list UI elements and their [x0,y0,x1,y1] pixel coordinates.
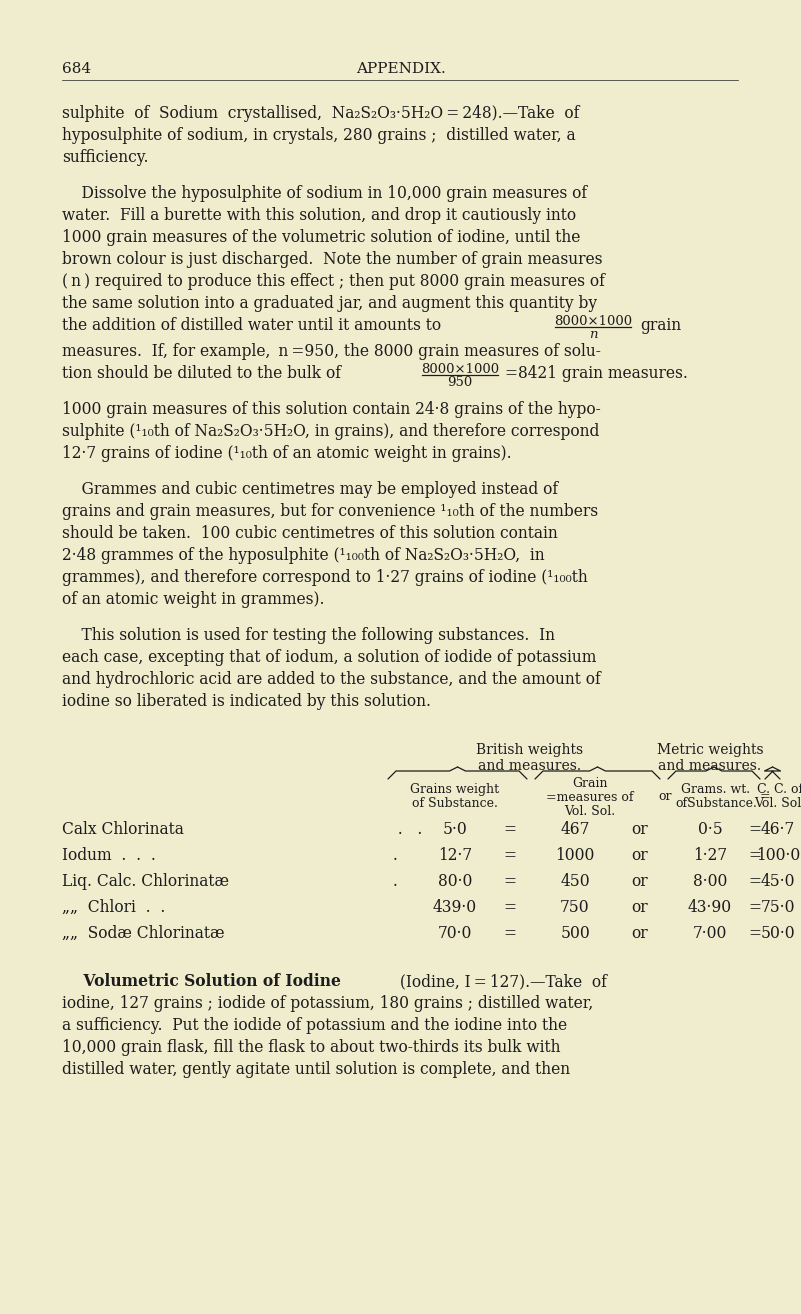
Text: 467: 467 [561,821,590,838]
Text: Vol. Sol.: Vol. Sol. [565,805,615,819]
Text: Calx Chlorinata: Calx Chlorinata [62,821,184,838]
Text: or: or [632,872,648,890]
Text: the addition of distilled water until it amounts to: the addition of distilled water until it… [62,317,441,334]
Text: and hydrochloric acid are added to the substance, and the amount of: and hydrochloric acid are added to the s… [62,671,601,689]
Text: measures.  If, for example,  n =950, the 8000 grain measures of solu-: measures. If, for example, n =950, the 8… [62,343,601,360]
Text: 1000 grain measures of this solution contain 24·8 grains of the hypo-: 1000 grain measures of this solution con… [62,401,601,418]
Text: should be taken.  100 cubic centimetres of this solution contain: should be taken. 100 cubic centimetres o… [62,526,557,541]
Text: each case, excepting that of iodum, a solution of iodide of potassium: each case, excepting that of iodum, a so… [62,649,597,666]
Text: 80·0: 80·0 [438,872,472,890]
Text: British weights: British weights [477,742,584,757]
Text: ofSubstance.: ofSubstance. [675,798,757,809]
Text: Dissolve the hyposulphite of sodium in 10,000 grain measures of: Dissolve the hyposulphite of sodium in 1… [62,185,587,202]
Text: sulphite  of  Sodium  crystallised,  Na₂S₂O₃·5H₂O = 248).—Take  of: sulphite of Sodium crystallised, Na₂S₂O₃… [62,105,579,122]
Text: grammes), and therefore correspond to 1·27 grains of iodine (¹₁₀₀th: grammes), and therefore correspond to 1·… [62,569,588,586]
Text: and measures.: and measures. [478,759,582,773]
Text: 950: 950 [448,376,473,389]
Text: This solution is used for testing the following substances.  In: This solution is used for testing the fo… [62,627,555,644]
Text: 439·0: 439·0 [433,899,477,916]
Text: sulphite (¹₁₀th of Na₂S₂O₃·5H₂O, in grains), and therefore correspond: sulphite (¹₁₀th of Na₂S₂O₃·5H₂O, in grai… [62,423,599,440]
Text: Volumetric Solution of Iodine: Volumetric Solution of Iodine [62,972,341,989]
Text: of Substance.: of Substance. [412,798,498,809]
Text: or: or [632,848,648,865]
Text: a suﬃciency.  Put the iodide of potassium and the iodine into the: a suﬃciency. Put the iodide of potassium… [62,1017,567,1034]
Text: 8000×1000: 8000×1000 [554,315,632,328]
Text: distilled water, gently agitate until solution is complete, and then: distilled water, gently agitate until so… [62,1060,570,1077]
Text: the same solution into a graduated jar, and augment this quantity by: the same solution into a graduated jar, … [62,296,597,311]
Text: Metric weights: Metric weights [657,742,763,757]
Text: hyposulphite of sodium, in crystals, 280 grains ;  distilled water, a: hyposulphite of sodium, in crystals, 280… [62,127,576,145]
Text: Liq. Calc. Chlorinatæ: Liq. Calc. Chlorinatæ [62,872,229,890]
Text: =: = [748,821,762,838]
Text: or: or [632,899,648,916]
Text: 8000×1000: 8000×1000 [421,363,499,376]
Text: 10,000 grain ﬂask, ﬁll the ﬂask to about two-thirds its bulk with: 10,000 grain ﬂask, ﬁll the ﬂask to about… [62,1039,561,1056]
Text: n: n [589,328,598,342]
Text: 100·0: 100·0 [756,848,800,865]
Text: Grammes and cubic centimetres may be employed instead of: Grammes and cubic centimetres may be emp… [62,481,558,498]
Text: 500: 500 [560,925,590,942]
Text: Vol. Sol.: Vol. Sol. [755,798,801,809]
Text: 450: 450 [560,872,590,890]
Text: Iodum  .  .  .: Iodum . . . [62,848,156,865]
Text: iodine so liberated is indicated by this solution.: iodine so liberated is indicated by this… [62,692,431,710]
Text: 45·0: 45·0 [761,872,795,890]
Text: 8·00: 8·00 [693,872,727,890]
Text: APPENDIX.: APPENDIX. [356,62,446,76]
Text: Grains weight: Grains weight [410,783,500,796]
Text: 2·48 grammes of the hyposulphite (¹₁₀₀th of Na₂S₂O₃·5H₂O,  in: 2·48 grammes of the hyposulphite (¹₁₀₀th… [62,547,545,564]
Text: and measures.: and measures. [658,759,762,773]
Text: suﬃciency.: suﬃciency. [62,148,148,166]
Text: (Iodine, I = 127).—Take  of: (Iodine, I = 127).—Take of [395,972,607,989]
Text: =: = [504,925,517,942]
Text: =: = [504,848,517,865]
Text: =: = [504,821,517,838]
Text: of an atomic weight in grammes).: of an atomic weight in grammes). [62,591,324,608]
Text: 0·5: 0·5 [698,821,723,838]
Text: =: = [759,790,771,803]
Text: 750: 750 [560,899,590,916]
Text: water.  Fill a burette with this solution, and drop it cautiously into: water. Fill a burette with this solution… [62,208,576,223]
Text: 5·0: 5·0 [443,821,467,838]
Text: 1000 grain measures of the volumetric solution of iodine, until the: 1000 grain measures of the volumetric so… [62,229,581,246]
Text: 70·0: 70·0 [438,925,472,942]
Text: 43·90: 43·90 [688,899,732,916]
Text: C. C. of: C. C. of [757,783,801,796]
Text: =: = [748,872,762,890]
Text: .: . [388,848,398,865]
Text: or: or [632,925,648,942]
Text: 50·0: 50·0 [761,925,795,942]
Text: 684: 684 [62,62,91,76]
Text: 12·7: 12·7 [438,848,472,865]
Text: 7·00: 7·00 [693,925,727,942]
Text: =8421 grain measures.: =8421 grain measures. [505,365,688,382]
Text: =: = [748,925,762,942]
Text: =: = [504,872,517,890]
Text: ( n ) required to produce this eﬀect ; then put 8000 grain measures of: ( n ) required to produce this eﬀect ; t… [62,273,605,290]
Text: =: = [748,899,762,916]
Text: or: or [632,821,648,838]
Text: =: = [504,899,517,916]
Text: 1·27: 1·27 [693,848,727,865]
Text: Grain: Grain [572,777,608,790]
Text: or: or [658,790,672,803]
Text: 12·7 grains of iodine (¹₁₀th of an atomic weight in grains).: 12·7 grains of iodine (¹₁₀th of an atomi… [62,445,512,463]
Text: „„  Chlori  .  .: „„ Chlori . . [62,899,165,916]
Text: iodine, 127 grains ; iodide of potassium, 180 grains ; distilled water,: iodine, 127 grains ; iodide of potassium… [62,995,594,1012]
Text: Grams. wt.: Grams. wt. [682,783,751,796]
Text: tion should be diluted to the bulk of: tion should be diluted to the bulk of [62,365,341,382]
Text: 75·0: 75·0 [761,899,795,916]
Text: grain: grain [640,317,681,334]
Text: .: . [388,872,398,890]
Text: grains and grain measures, but for convenience ¹₁₀th of the numbers: grains and grain measures, but for conve… [62,503,598,520]
Text: =: = [748,848,762,865]
Text: .   .: . . [388,821,422,838]
Text: 46·7: 46·7 [761,821,795,838]
Text: =measures of: =measures of [546,791,634,804]
Text: 1000: 1000 [555,848,594,865]
Text: „„  Sodæ Chlorinatæ: „„ Sodæ Chlorinatæ [62,925,224,942]
Text: brown colour is just discharged.  Note the number of grain measures: brown colour is just discharged. Note th… [62,251,602,268]
